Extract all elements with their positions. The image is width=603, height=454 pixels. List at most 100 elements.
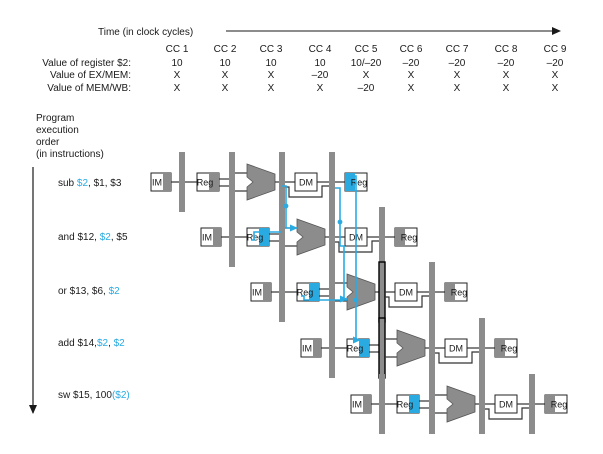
bypass-wire [485, 407, 529, 420]
cycle-label-1: CC 1 [166, 44, 189, 55]
instruction-text-part: , $1, $3 [88, 178, 122, 189]
value-row-label-3: Value of MEM/WB: [47, 83, 131, 94]
reg-write-half [545, 395, 555, 413]
value-cell-r2-c1: X [174, 70, 181, 81]
ex-mem-register [329, 207, 335, 267]
value-cell-r3-c6: X [408, 83, 415, 94]
order-label-line-4: (in instructions) [36, 149, 104, 160]
value-cell-r3-c7: X [454, 83, 461, 94]
alu-shape [346, 273, 376, 311]
mem-wb-register [479, 318, 485, 378]
value-cell-r2-c3: X [268, 70, 275, 81]
order-label-line-2: execution [36, 125, 79, 136]
value-cell-r2-c8: X [503, 70, 510, 81]
mem-wb-register [329, 152, 335, 212]
reg-read-label: Reg [397, 400, 414, 410]
id-ex-register [378, 317, 386, 379]
instruction-label-4: add $14,$2, $2 [58, 338, 125, 349]
reg-write-half [445, 283, 455, 301]
reg-read-half [309, 283, 319, 301]
instruction-text-part: and $12, [58, 232, 100, 243]
value-cell-r2-c2: X [222, 70, 229, 81]
instruction-text-part: sub [58, 178, 77, 189]
value-cell-r3-c9: X [552, 83, 559, 94]
if-id-register [279, 262, 285, 322]
alu-shape [296, 218, 326, 256]
value-cell-r2-c7: X [454, 70, 461, 81]
cycle-label-2: CC 2 [214, 44, 237, 55]
id-ex-register [229, 152, 235, 212]
cycle-label-6: CC 6 [400, 44, 423, 55]
im-read-half [363, 395, 371, 413]
forwarding-junction-dot-2 [337, 219, 343, 225]
id-ex-register [329, 262, 335, 322]
instruction-text-part: or $13, $6, [58, 286, 109, 297]
value-cell-r1-c1: 10 [171, 58, 183, 69]
im-label: IM [202, 233, 212, 243]
value-cell-r1-c5: 10/–20 [351, 58, 382, 69]
alu-shape [446, 385, 476, 423]
alu-shape [396, 329, 426, 367]
value-cell-r2-c6: X [408, 70, 415, 81]
if-id-register [329, 318, 335, 378]
order-label-line-3: order [36, 137, 60, 148]
reg-write-half [345, 173, 355, 191]
register-2-highlight: $2 [77, 178, 89, 189]
decode-link-and [251, 231, 282, 241]
reg-read-half [209, 173, 219, 191]
forwarding-junction-dot-3 [353, 297, 359, 303]
value-cell-r1-c6: –20 [403, 58, 420, 69]
id-ex-register [279, 207, 285, 267]
instruction-text-part: , [108, 338, 114, 349]
value-cell-r3-c5: –20 [358, 83, 375, 94]
im-read-half [213, 228, 221, 246]
mem-wb-register [529, 374, 535, 434]
instruction-text-part: , $5 [111, 232, 128, 243]
mem-wb-register [379, 207, 385, 267]
pipeline-row-2: IM Reg DM Reg [200, 207, 418, 267]
pipelines-group: IM Reg DM Reg IM Reg DM Reg IM Reg DM Reg IM Reg DM Reg… [150, 152, 568, 434]
reg-write-label: Reg [351, 178, 368, 188]
if-id-register [229, 207, 235, 267]
value-cell-r1-c7: –20 [449, 58, 466, 69]
header-group: Time (in clock cycles) CC 1 CC 2 CC 3 CC 4 CC… [29, 27, 567, 414]
reg-read-half [409, 395, 419, 413]
cycle-label-8: CC 8 [495, 44, 518, 55]
cycle-label-3: CC 3 [260, 44, 283, 55]
reg-write-label: Reg [451, 288, 468, 298]
reg-write-label: Reg [551, 400, 568, 410]
ex-mem-register [429, 318, 435, 378]
pipeline-row-3: IM Reg DM Reg [250, 261, 468, 323]
if-id-register [379, 374, 385, 434]
ex-mem-register [479, 374, 485, 434]
if-id-register [179, 152, 185, 212]
mem-wb-register [429, 262, 435, 322]
value-cell-r2-c9: X [552, 70, 559, 81]
reg-read-label: Reg [297, 288, 314, 298]
cycle-label-5: CC 5 [355, 44, 378, 55]
pipeline-row-4: IM Reg DM Reg [300, 317, 518, 379]
value-cell-r2-c4: –20 [312, 70, 329, 81]
instruction-text-part: add $14, [58, 338, 97, 349]
reg-read-half [259, 228, 269, 246]
dm-label: DM [399, 288, 413, 298]
dm-label: DM [449, 344, 463, 354]
im-label: IM [352, 400, 362, 410]
pipeline-row-5: IM Reg DM Reg [350, 374, 568, 434]
value-cell-r1-c3: 10 [265, 58, 277, 69]
id-ex-register [429, 374, 435, 434]
reg-write-half [395, 228, 405, 246]
value-cell-r3-c3: X [268, 83, 275, 94]
value-cell-r2-c5: X [363, 70, 370, 81]
dm-label: DM [499, 400, 513, 410]
register-2-highlight: $2 [100, 232, 112, 243]
value-cell-r3-c8: X [503, 83, 510, 94]
reg-read-half [359, 339, 369, 357]
im-label: IM [302, 344, 312, 354]
register-2-highlight: $2 [97, 338, 109, 349]
reg-read-label: Reg [247, 233, 264, 243]
im-read-half [313, 339, 321, 357]
